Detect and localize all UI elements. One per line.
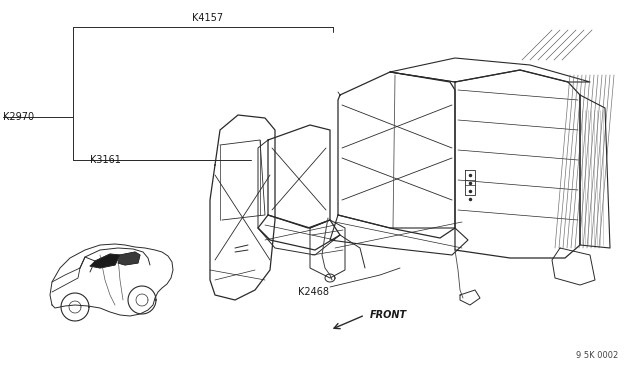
Text: K2468: K2468 (298, 287, 329, 297)
Text: K2970: K2970 (3, 112, 34, 122)
Text: K4157: K4157 (193, 13, 223, 23)
Text: FRONT: FRONT (370, 310, 407, 320)
Text: 9 5K 0002: 9 5K 0002 (576, 351, 618, 360)
Polygon shape (118, 252, 140, 265)
Text: K3161: K3161 (90, 155, 121, 165)
Polygon shape (90, 254, 120, 268)
